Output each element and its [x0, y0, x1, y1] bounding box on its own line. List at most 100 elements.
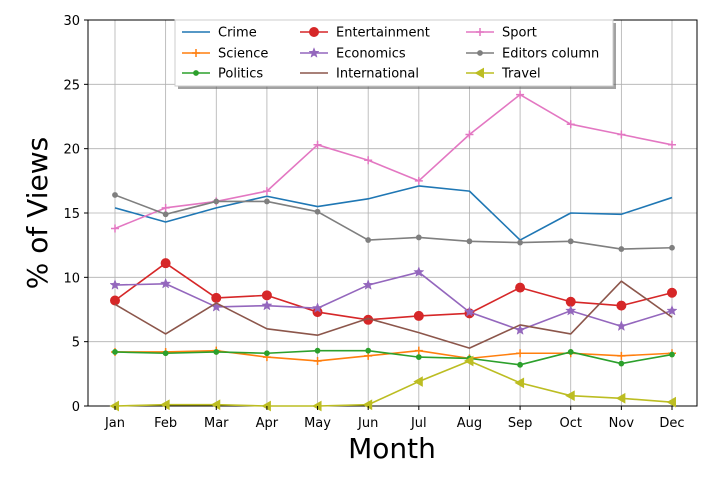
legend-label: Politics [218, 67, 263, 82]
legend-entry-economics: Economics [300, 47, 406, 62]
data-point-economics [413, 266, 425, 277]
data-point-travel [463, 355, 474, 367]
data-point-sport [617, 130, 626, 139]
legend-label: Travel [501, 67, 541, 82]
y-axis-ticks: 0 5 10 15 20 25 30 [63, 14, 88, 415]
x-tick-label: Jan [104, 416, 125, 431]
data-point-sport [668, 140, 676, 149]
series-travel [109, 355, 676, 412]
series-line-international [114, 280, 673, 349]
data-point-politics [669, 351, 675, 358]
legend-label: Economics [336, 47, 406, 62]
data-point-politics [162, 350, 169, 357]
x-axis-title: Month [348, 432, 436, 465]
legend-label: Crime [218, 26, 257, 41]
x-tick-label: Jul [410, 416, 427, 431]
data-point-editors-column [162, 211, 169, 218]
legend-entry-politics: Politics [182, 67, 263, 82]
data-point-science [313, 356, 322, 365]
data-point-economics [261, 299, 273, 311]
data-point-science [516, 349, 525, 358]
data-point-travel [565, 390, 575, 402]
data-point-travel [413, 376, 423, 387]
data-point-politics [112, 349, 118, 355]
data-point-economics [666, 304, 678, 316]
data-point-economics [109, 279, 121, 290]
legend-marker [193, 70, 199, 76]
legend-marker [309, 27, 319, 37]
data-point-economics [463, 306, 476, 317]
series-line-editors-column [114, 194, 673, 250]
data-point-politics [517, 361, 523, 368]
series-economics [109, 266, 678, 335]
series-politics [112, 347, 675, 368]
x-tick-label: Apr [256, 416, 279, 431]
data-point-editors-column [618, 246, 625, 252]
series-sport [111, 90, 676, 233]
data-point-editors-column [314, 208, 321, 215]
legend-marker [308, 47, 320, 58]
y-tick-label: 5 [72, 336, 80, 351]
data-point-entertainment [413, 310, 424, 321]
legend-marker [474, 67, 484, 79]
data-point-editors-column [415, 234, 422, 241]
legend-entry-travel: Travel [466, 67, 541, 82]
data-point-sport [313, 140, 322, 149]
legend-label: Editors column [502, 47, 599, 62]
legend-box [174, 19, 614, 87]
data-point-politics [264, 350, 270, 357]
data-point-editors-column [213, 198, 220, 205]
data-point-travel [666, 396, 676, 408]
data-point-economics [565, 304, 577, 316]
data-point-editors-column [669, 244, 675, 251]
y-tick-label: 30 [63, 14, 80, 29]
y-tick-label: 0 [72, 400, 80, 415]
data-point-economics [514, 324, 526, 335]
series-line-crime [114, 185, 673, 241]
y-tick-label: 15 [63, 207, 80, 222]
data-point-editors-column [365, 237, 372, 243]
legend-entry-international: International [300, 67, 419, 82]
legend-label: Science [218, 47, 268, 62]
data-point-entertainment [110, 295, 120, 306]
legend-marker [477, 50, 483, 56]
data-point-sport [111, 224, 119, 233]
x-tick-label: Mar [204, 416, 229, 431]
data-point-entertainment [160, 258, 171, 269]
legend-marker [476, 28, 484, 36]
y-axis-title: % of Views [21, 137, 54, 289]
data-point-travel [514, 377, 525, 389]
legend-entry-crime: Crime [182, 26, 257, 41]
series-international [114, 280, 673, 349]
data-point-economics [615, 320, 627, 332]
series-editors-column [112, 192, 675, 252]
series-entertainment [110, 258, 677, 325]
series-science [111, 346, 676, 365]
data-point-politics [213, 349, 220, 355]
legend-entry-science: Science [182, 47, 268, 62]
data-point-sport [566, 120, 575, 129]
series-line-entertainment [114, 262, 673, 321]
data-point-travel [615, 392, 626, 404]
data-point-editors-column [567, 238, 574, 245]
data-point-sport [161, 203, 170, 212]
legend-entry-sport: Sport [466, 26, 537, 41]
series-group [109, 90, 678, 412]
x-tick-label: Nov [609, 416, 635, 431]
x-axis-ticks: Jan Feb Mar Apr May Jun Jul Aug Sep Oct Nov Dec [104, 406, 685, 431]
data-point-entertainment [667, 287, 677, 298]
y-tick-label: 20 [63, 143, 80, 158]
data-point-science [414, 346, 423, 355]
data-point-politics [567, 349, 574, 355]
data-point-politics [314, 347, 321, 354]
legend-marker [192, 49, 200, 57]
data-point-entertainment [261, 290, 272, 301]
x-tick-label: May [304, 416, 331, 431]
data-point-politics [415, 354, 422, 361]
x-tick-label: Oct [559, 416, 581, 431]
series-line-sport [114, 93, 673, 230]
y-tick-label: 10 [63, 271, 80, 286]
legend-label: Sport [502, 26, 537, 41]
data-point-politics [365, 347, 372, 354]
x-tick-label: Feb [154, 416, 177, 431]
